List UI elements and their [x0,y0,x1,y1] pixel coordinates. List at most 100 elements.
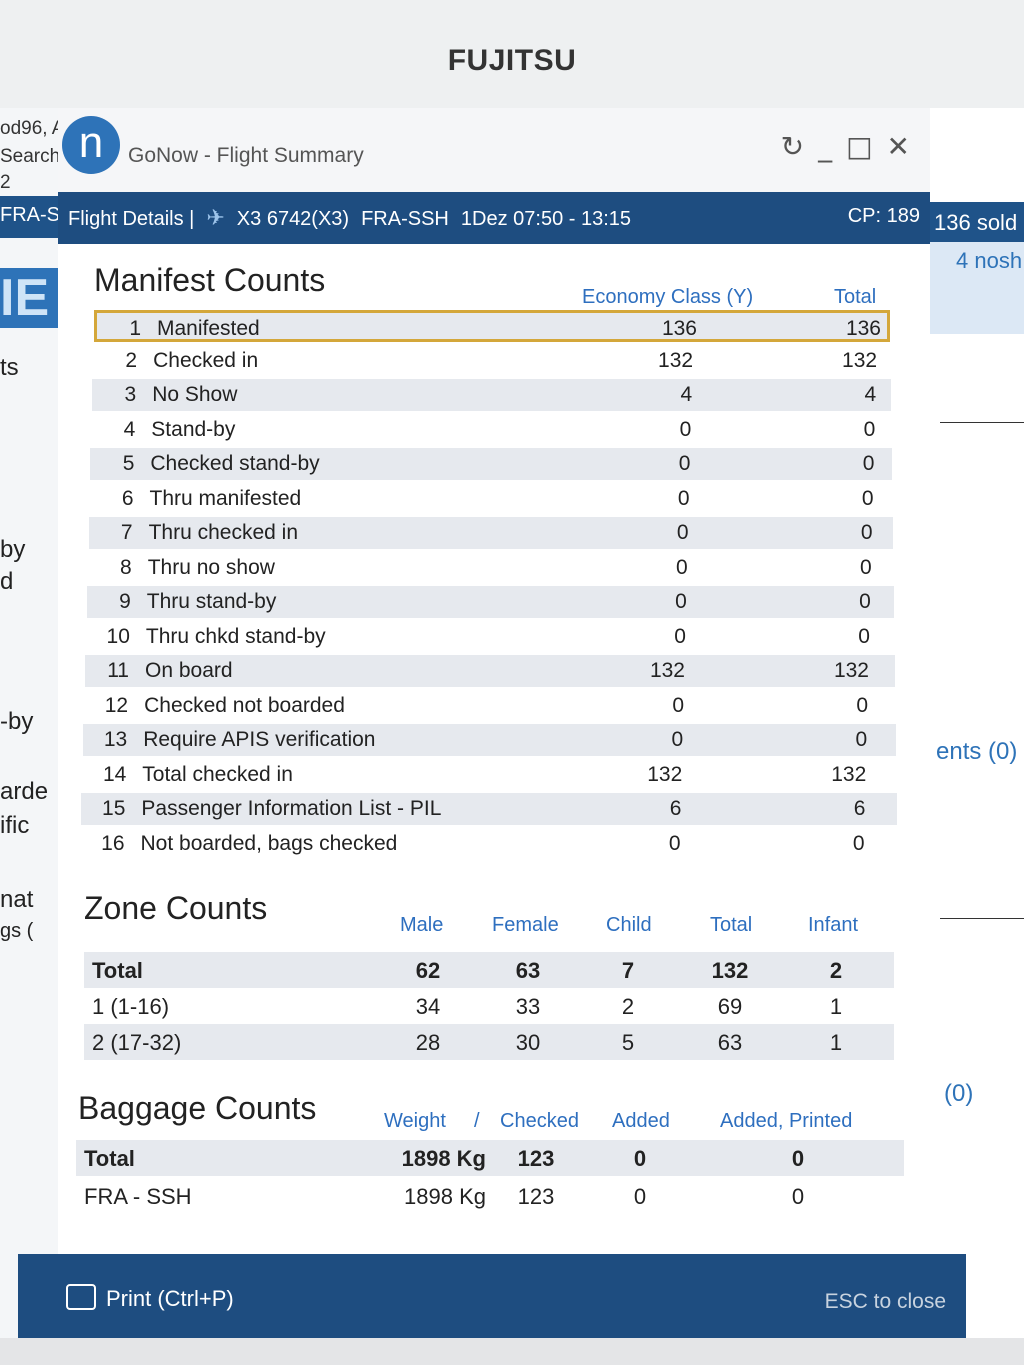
manifest-row-number: 5 [122,452,135,475]
print-button-label: Print (Ctrl+P) [106,1286,234,1311]
manifest-economy-value: 0 [676,555,688,579]
flight-number: X3 6742(X3) [236,208,350,230]
manifest-row-label: Thru checked in [148,521,299,544]
manifest-row-number: 6 [121,486,134,510]
manifest-total-value: 0 [862,452,875,475]
flight-details-label: Flight Details | [68,208,195,230]
window-controls: ↻ _ □ ✕ [773,130,916,163]
background-text[interactable]: ents (0) [936,738,1018,765]
manifest-total-value: 0 [856,693,869,717]
zone-value: 1 [829,1030,843,1055]
manifest-total-value: 0 [860,521,873,544]
manifest-total-value: 0 [863,417,876,441]
background-sold-band: 136 sold [930,202,1024,242]
zone-row[interactable]: 1 (1-16) 34 33 2 69 1 [84,988,894,1024]
background-text: od96, A [0,118,65,139]
manifest-row[interactable]: 3 No Show 4 4 [92,379,891,411]
monitor-brand-logo: FUJITSU [447,44,577,77]
manifest-row[interactable]: 7 Thru checked in 0 0 [88,517,893,549]
manifest-economy-value: 132 [649,659,685,682]
zone-value: 30 [515,1030,541,1055]
manifest-row[interactable]: 10 Thru chkd stand-by 0 0 [86,621,895,653]
manifest-row[interactable]: 1 Manifested 136 136 [94,310,890,342]
zone-row-label: Total [92,958,143,983]
manifest-row-label: Thru manifested [149,486,302,510]
column-header-zone-total: Total [710,914,753,936]
zone-value: 63 [515,958,541,983]
manifest-economy-value: 136 [661,317,697,340]
close-icon[interactable]: ✕ [886,130,916,163]
manifest-row[interactable]: 6 Thru manifested 0 0 [90,483,893,515]
manifest-row[interactable]: 11 On board 132 132 [85,655,895,687]
baggage-row-total: Total 1898 Kg 123 0 0 [76,1140,904,1176]
manifest-row-label: Passenger Information List - PIL [141,797,442,820]
zone-value: 62 [415,958,441,983]
baggage-row-label: Total [84,1146,135,1171]
manifest-row-number: 12 [104,693,129,717]
manifest-row[interactable]: 5 Checked stand-by 0 0 [90,448,892,480]
manifest-row-label: Manifested [157,317,260,340]
manifest-row[interactable]: 15 Passenger Information List - PIL 6 6 [81,793,897,825]
baggage-weight: 1898 Kg [401,1146,486,1171]
print-button[interactable]: Print (Ctrl+P) [66,1284,234,1312]
manifest-total-value: 0 [852,831,865,855]
manifest-row-number: 11 [107,659,129,682]
manifest-row[interactable]: 2 Checked in 132 132 [93,345,890,377]
manifest-economy-value: 0 [676,521,689,544]
zone-value: 28 [415,1030,441,1055]
column-header-weight: Weight [384,1110,446,1132]
manifest-row-number: 4 [123,417,136,441]
flight-summary-dialog: n GoNow - Flight Summary ↻ _ □ ✕ Flight Det… [18,108,966,1338]
manifest-row[interactable]: 9 Thru stand-by 0 0 [86,586,894,618]
manifest-row[interactable]: 12 Checked not boarded 0 0 [84,690,895,722]
background-text: nat [0,886,34,913]
zone-value: 63 [717,1030,743,1055]
zone-row-label: 2 (17-32) [92,1030,182,1055]
background-text: arde [0,778,49,805]
monitor-bezel: FUJITSU [0,0,1024,108]
manifest-counts-title: Manifest Counts [94,262,326,298]
manifest-row-label: Total checked in [142,762,293,786]
column-header-female: Female [492,914,559,936]
zone-value: 33 [515,994,541,1019]
background-text: ific [0,812,30,839]
background-header-band: FRA-S [0,196,60,238]
manifest-economy-value: 0 [674,624,686,648]
manifest-total-value: 4 [864,383,877,406]
zone-value: 5 [621,1030,635,1055]
manifest-row[interactable]: 4 Stand-by 0 0 [91,414,891,446]
background-text: by [0,536,26,563]
refresh-icon[interactable]: ↻ [780,130,811,163]
manifest-row[interactable]: 13 Require APIS verification 0 0 [83,724,896,756]
manifest-row-number: 15 [102,797,126,820]
manifest-row-number: 13 [103,728,128,751]
background-text[interactable]: (0) [944,1080,974,1107]
column-header-added: Added [612,1110,670,1132]
manifest-economy-value: 0 [671,728,684,751]
zone-value: 1 [829,994,843,1019]
minimize-icon[interactable]: _ [818,130,839,163]
background-text: 136 sold [934,210,1018,235]
zone-value: 34 [415,994,441,1019]
baggage-checked: 123 [517,1146,555,1171]
background-text: 2 [0,172,11,193]
manifest-row[interactable]: 16 Not boarded, bags checked 0 0 [81,828,898,860]
baggage-row-route: FRA - SSH 1898 Kg 123 0 0 [76,1178,904,1214]
manifest-row[interactable]: 14 Total checked in 132 132 [82,759,896,791]
manifest-row-number: 14 [102,762,127,786]
manifest-row-label: Thru chkd stand-by [145,624,326,648]
zone-row[interactable]: 2 (17-32) 28 30 5 63 1 [84,1024,894,1060]
column-header-child: Child [606,914,652,936]
manifest-row-number: 8 [120,555,132,579]
manifest-row-number: 7 [120,521,133,544]
manifest-row-number: 16 [101,831,125,855]
maximize-icon[interactable]: □ [846,130,879,163]
dialog-title: GoNow - Flight Summary [128,144,364,167]
manifest-row-number: 2 [125,348,138,372]
column-header-male: Male [400,914,444,936]
zone-row[interactable]: Total 62 63 7 132 2 [84,952,894,988]
manifest-row-label: Thru no show [147,555,275,579]
manifest-row[interactable]: 8 Thru no show 0 0 [88,552,894,584]
background-text: Search [0,146,61,167]
manifest-total-value: 0 [860,555,872,579]
